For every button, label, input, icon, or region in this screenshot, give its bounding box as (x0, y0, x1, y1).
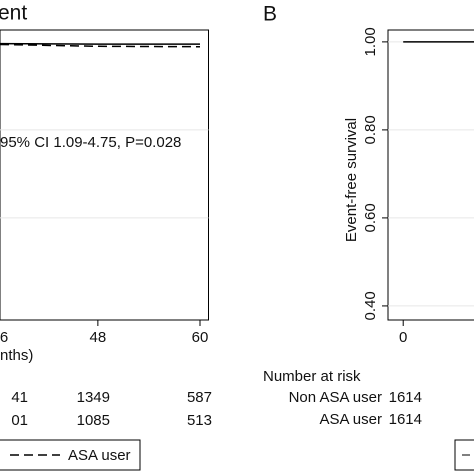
x-axis-label: nths) (0, 347, 33, 364)
risk-count: 1614 (389, 411, 422, 428)
risk-count: 587 (187, 389, 212, 406)
plot-frame (0, 29, 209, 321)
risk-count: 513 (187, 412, 212, 429)
y-axis-label: Event-free survival (343, 118, 360, 242)
risk-count: 1614 (389, 389, 422, 406)
x-tick-label: 0 (399, 329, 407, 346)
risk-count: 1349 (77, 389, 110, 406)
annotation: 95% CI 1.09-4.75, P=0.028 (0, 134, 181, 151)
panel-title: ent (0, 2, 27, 25)
x-tick-label: 60 (192, 329, 209, 346)
survival-line (0, 43, 200, 48)
legend-label: ASA user (68, 447, 131, 464)
plot-frame (387, 29, 474, 321)
risk-title: Number at risk (263, 368, 361, 385)
panel-title: B (263, 3, 277, 26)
risk-count: 01 (11, 412, 28, 429)
risk-row-label: Non ASA user (289, 389, 382, 406)
y-tick-label: 1.00 (362, 27, 379, 56)
x-tick-label: 48 (90, 329, 107, 346)
x-tick-label: 6 (0, 329, 8, 346)
legend-box (454, 439, 474, 471)
risk-count: 41 (11, 389, 28, 406)
risk-count: 1085 (77, 412, 110, 429)
y-tick-label: 0.80 (362, 115, 379, 144)
y-tick-label: 0.40 (362, 291, 379, 320)
legend-box (0, 439, 141, 471)
risk-row-label: ASA user (319, 411, 382, 428)
y-tick-label: 0.60 (362, 203, 379, 232)
